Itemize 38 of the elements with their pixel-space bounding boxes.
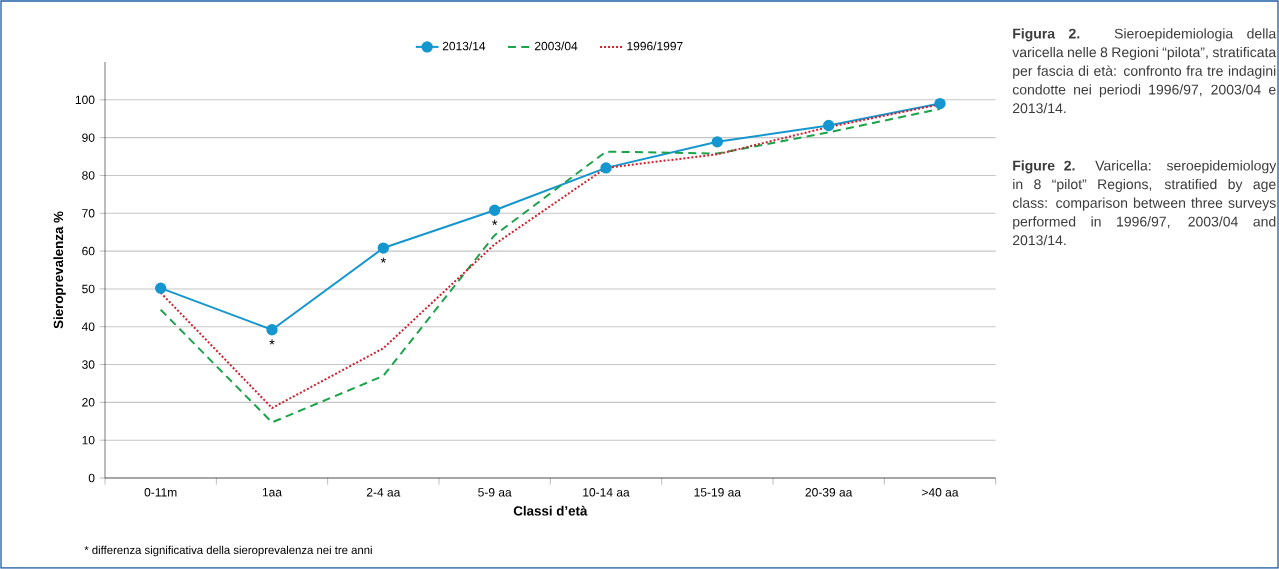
legend-label: 1996/1997 bbox=[627, 41, 683, 51]
y-tick-label: 40 bbox=[81, 322, 95, 331]
y-tick-label: 50 bbox=[82, 284, 95, 294]
x-tick-label: 5-9 aa bbox=[478, 488, 512, 497]
x-axis-title: Classi d’età bbox=[513, 505, 588, 516]
y-tick-label: 0 bbox=[88, 473, 95, 483]
y-axis-title: Sieroprevalenza % bbox=[53, 211, 66, 329]
point bbox=[600, 162, 612, 174]
y-tick-label: 80 bbox=[82, 171, 95, 180]
legend-label: 2003/04 bbox=[534, 41, 578, 51]
x-tick-label: 1aa bbox=[262, 488, 283, 497]
x-tick-label: 15-19 aa bbox=[694, 488, 741, 497]
text: Figure 2. Varicella: seroepidemiology in 8 “pilot” Regions, stratified by age class: comparison between three surveys performed in 1996/97, 2003/04 and 2013/14. bbox=[1012, 160, 1277, 246]
point bbox=[823, 119, 835, 132]
x-tick-label: 10-14 aa bbox=[583, 488, 630, 497]
point bbox=[934, 97, 946, 110]
y-tick-label: 10 bbox=[82, 435, 95, 445]
annotation: * bbox=[269, 339, 275, 345]
y-tick-label: 70 bbox=[82, 209, 95, 218]
y-tick-label: 60 bbox=[82, 246, 95, 256]
point bbox=[155, 282, 167, 294]
point bbox=[377, 242, 389, 254]
x-tick-label: >40 aa bbox=[922, 488, 959, 497]
annotation: * bbox=[380, 257, 386, 263]
y-tick-label: 90 bbox=[82, 133, 95, 142]
y-tick-label: 30 bbox=[82, 360, 95, 369]
point bbox=[266, 324, 278, 336]
text: * differenza significativa della sieroprevalenza nei tre anni bbox=[84, 545, 372, 557]
point bbox=[711, 136, 723, 148]
y-tick-label: 20 bbox=[82, 398, 95, 407]
x-tick-label: 0-11m bbox=[144, 488, 177, 497]
y-tick-label: 100 bbox=[75, 95, 95, 105]
legend-label: 2013/14 bbox=[442, 41, 486, 51]
text: Figura 2. Sieroepidemiologia della varicella nelle 8 Regioni “pilota”, stratificata per fascia di età: confronto fra tre indagini condotte nei periodi 1996/97, 2003/04 e 2013/14. bbox=[1012, 28, 1277, 114]
x-tick-label: 2-4 aa bbox=[366, 488, 401, 497]
point bbox=[489, 204, 501, 216]
annotation: * bbox=[492, 219, 498, 225]
x-tick-label: 20-39 aa bbox=[805, 488, 853, 497]
